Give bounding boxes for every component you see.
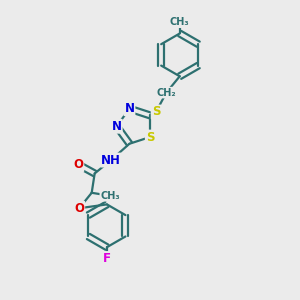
Text: O: O — [74, 202, 84, 215]
Text: S: S — [146, 130, 154, 144]
Text: F: F — [103, 252, 111, 265]
Text: CH₂: CH₂ — [157, 88, 176, 98]
Text: NH: NH — [101, 154, 121, 166]
Text: CH₃: CH₃ — [170, 17, 190, 27]
Text: CH₃: CH₃ — [100, 191, 120, 201]
Text: N: N — [112, 120, 122, 133]
Text: O: O — [73, 158, 83, 171]
Text: N: N — [124, 102, 134, 115]
Text: CH₃: CH₃ — [170, 17, 190, 27]
Text: S: S — [152, 106, 160, 118]
